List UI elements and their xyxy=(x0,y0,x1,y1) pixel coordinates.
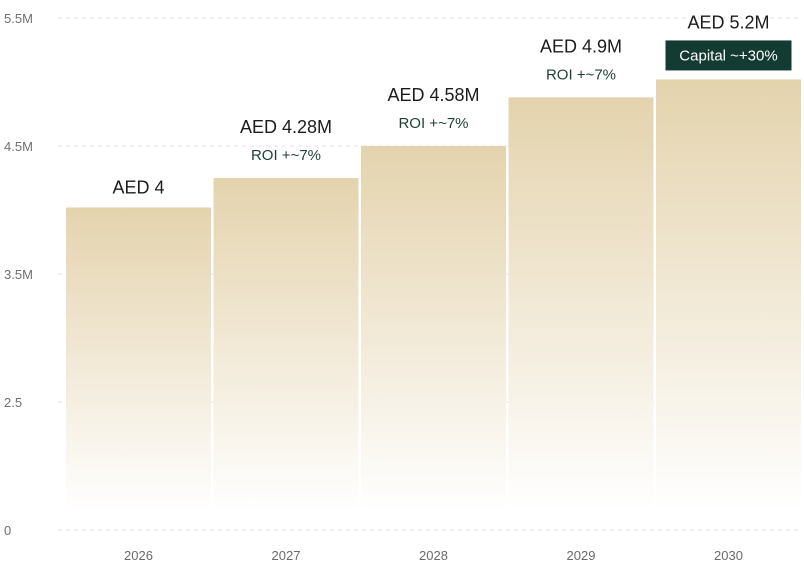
value-label: AED 4 xyxy=(112,177,164,197)
label-layer: 2026 AED 4 2027 ROI +~7% AED 4.28M 2028 ROI +~… xyxy=(112,12,792,563)
annotation-roi: ROI +~7% xyxy=(546,66,616,83)
value-label: AED 4.28M xyxy=(240,117,332,137)
bar-2029 xyxy=(508,97,654,513)
annotation-badge xyxy=(665,40,792,71)
y-tick-label: 2.5 xyxy=(4,395,22,410)
annotation-roi: ROI +~7% xyxy=(251,147,321,164)
bar-2028 xyxy=(361,146,506,512)
x-tick-label: 2030 xyxy=(714,548,743,563)
value-label: AED 4.58M xyxy=(387,85,479,105)
y-tick-label: 0 xyxy=(4,523,11,538)
x-tick-label: 2027 xyxy=(272,548,301,563)
annotation-roi: ROI +~7% xyxy=(398,115,468,132)
bar-2026 xyxy=(66,207,211,512)
value-label: AED 4.9M xyxy=(540,36,622,56)
bar-2030 xyxy=(656,79,801,512)
y-tick-label: 3.5M xyxy=(4,267,33,282)
annotation-badge-text: Capital ~+30% xyxy=(679,47,777,64)
bar-layer xyxy=(66,79,801,513)
y-tick-label: 5.5M xyxy=(4,11,33,26)
x-tick-label: 2029 xyxy=(567,548,596,563)
bar-2027 xyxy=(213,178,359,512)
y-tick-label: 4.5M xyxy=(4,139,33,154)
x-tick-label: 2026 xyxy=(124,548,153,563)
value-label: AED 5.2M xyxy=(687,12,769,32)
x-tick-label: 2028 xyxy=(419,548,448,563)
